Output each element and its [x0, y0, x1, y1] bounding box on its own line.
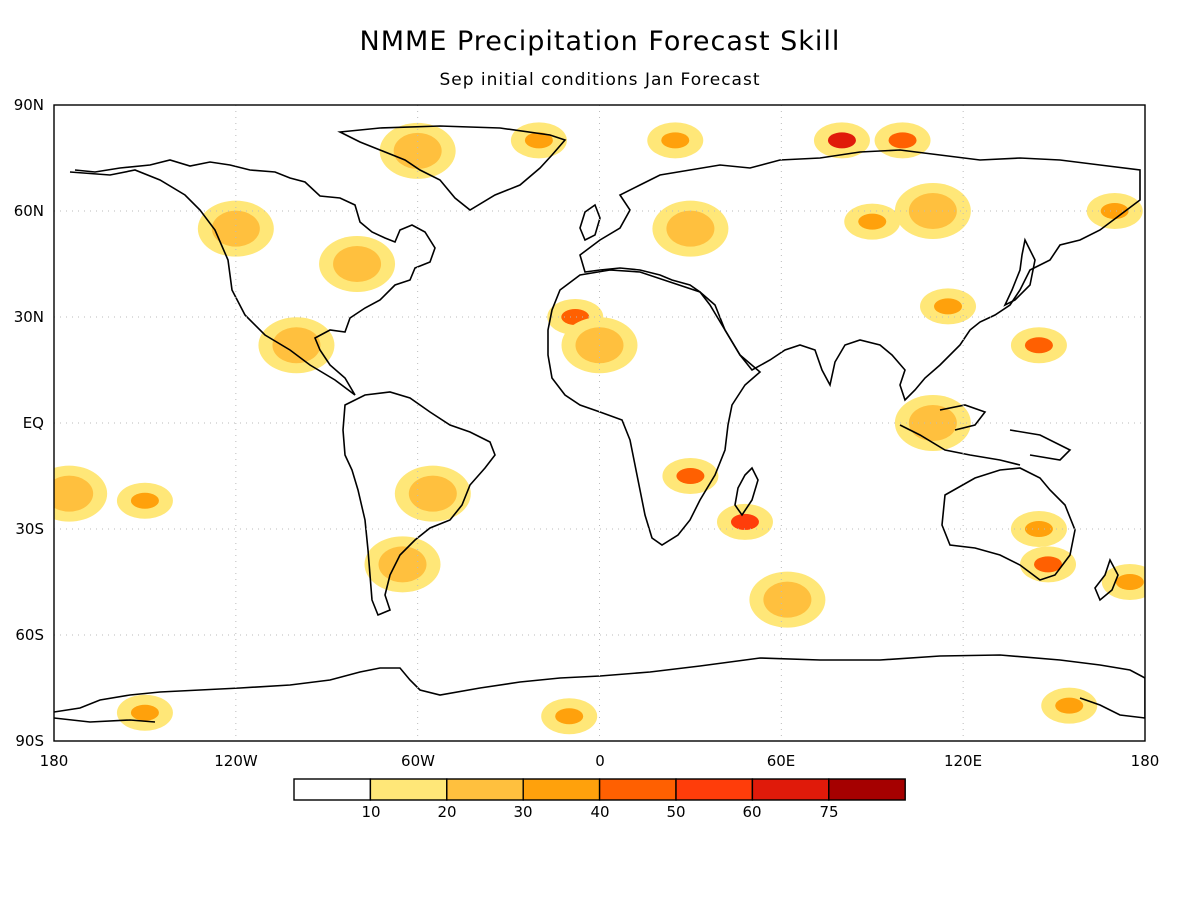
- colorbar-label-20: 20: [437, 803, 457, 821]
- coastline-japan: [1003, 237, 1036, 307]
- skill-region-core: [272, 327, 321, 364]
- skill-region-core: [555, 708, 584, 725]
- lon-label-180e: 180: [1130, 752, 1160, 770]
- colorbar-swatch: [369, 778, 448, 801]
- skill-region-core: [908, 193, 957, 229]
- lon-label-180w: 180: [39, 752, 69, 770]
- skill-region-core: [130, 492, 159, 509]
- skill-region-core: [763, 581, 812, 618]
- colorbar-label-30: 30: [513, 803, 533, 821]
- skill-region-core: [1115, 574, 1144, 590]
- skill-region-core: [1024, 337, 1053, 354]
- skill-region-core: [393, 132, 442, 169]
- colorbar-label-10: 10: [361, 803, 381, 821]
- lat-label-30s: 30S: [15, 520, 44, 538]
- lat-label-90s: 90S: [15, 732, 44, 750]
- coastline-new-zealand: [1094, 557, 1119, 602]
- colorbar-swatch: [293, 778, 372, 801]
- skill-region-core: [676, 468, 705, 484]
- skill-region-core: [1034, 556, 1063, 573]
- lat-label-60s: 60S: [15, 626, 44, 644]
- colorbar-swatch: [751, 778, 830, 801]
- skill-region-core: [661, 132, 690, 149]
- coastline-british-isles: [579, 203, 601, 242]
- coastline-north-america: [69, 159, 436, 396]
- colorbar-swatch: [522, 778, 601, 801]
- lat-label-eq: EQ: [22, 414, 44, 432]
- skill-region-core: [888, 132, 917, 149]
- lon-label-0: 0: [595, 752, 605, 770]
- colorbar: [293, 778, 906, 801]
- colorbar-label-40: 40: [590, 803, 610, 821]
- skill-region-core: [934, 298, 963, 315]
- coastline-greenland: [337, 125, 567, 211]
- colorbar-label-50: 50: [666, 803, 686, 821]
- map-subtitle: Sep initial conditions Jan Forecast: [439, 70, 761, 90]
- gridlines: [54, 105, 1145, 741]
- skill-region-core: [54, 475, 94, 512]
- colorbar-swatch: [446, 778, 524, 801]
- skill-region-core: [408, 475, 457, 512]
- skill-region-core: [130, 704, 159, 721]
- colorbar-swatch: [675, 778, 754, 801]
- colorbar-swatch: [828, 778, 906, 801]
- coastline-madagascar: [734, 466, 759, 517]
- colorbar-label-75: 75: [819, 803, 839, 821]
- coastline-australia: [941, 467, 1076, 581]
- skill-region-core: [827, 132, 856, 149]
- skill-region-core: [1100, 203, 1129, 219]
- lon-label-120e: 120E: [943, 752, 983, 770]
- colorbar-label-60: 60: [742, 803, 762, 821]
- colorbar-swatch: [598, 778, 677, 801]
- skill-region-core: [524, 132, 553, 149]
- coastline-antarctica: [54, 654, 1145, 723]
- lon-label-120w: 120W: [214, 752, 258, 770]
- skill-region-core: [666, 210, 715, 247]
- coastlines: [54, 125, 1145, 723]
- skill-region-core: [908, 405, 957, 441]
- skill-shading: [54, 122, 1145, 735]
- lat-label-30n: 30N: [13, 308, 44, 326]
- skill-region-core: [211, 210, 260, 247]
- lat-label-90n: 90N: [13, 96, 44, 114]
- skill-region-core: [730, 513, 759, 530]
- map-frame: [53, 104, 1146, 742]
- coastline-africa: [547, 269, 762, 546]
- lat-label-60n: 60N: [13, 202, 44, 220]
- skill-region-core: [858, 213, 887, 230]
- coastline-eurasia: [579, 149, 1141, 402]
- lon-label-60w: 60W: [401, 752, 435, 770]
- coastline-south-america: [342, 391, 496, 617]
- map-title: NMME Precipitation Forecast Skill: [359, 26, 841, 57]
- coastline-indonesia: [899, 404, 1072, 466]
- skill-region-core: [333, 246, 382, 282]
- lon-label-60e: 60E: [766, 752, 796, 770]
- skill-region-core: [1055, 697, 1084, 714]
